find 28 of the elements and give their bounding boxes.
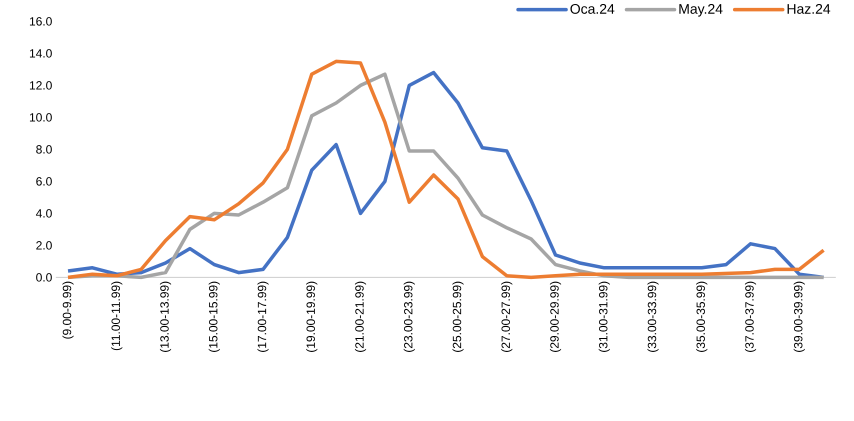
x-tick-label: (19.00-19.99) [306, 281, 318, 352]
y-tick-label: 2.0 [36, 240, 52, 250]
y-tick-label: 10.0 [30, 112, 52, 122]
legend-label: Haz.24 [788, 4, 830, 14]
x-tick-label: (31.00-31.99) [598, 281, 610, 352]
y-tick-label: 0.0 [36, 272, 52, 282]
x-tick-label: (37.00-37.99) [744, 281, 756, 352]
y-tick-label: 16.0 [30, 16, 52, 26]
y-tick-label: 6.0 [36, 176, 52, 186]
y-tick-label: 12.0 [30, 80, 52, 90]
x-tick-label: (21.00-21.99) [354, 281, 366, 352]
x-tick-label: (9.00-9.99) [62, 281, 74, 338]
x-tick-label: (35.00-35.99) [696, 281, 708, 352]
x-tick-label: (15.00-15.99) [208, 281, 220, 352]
x-tick-label: (11.00-11.99) [111, 281, 122, 350]
y-tick-label: 14.0 [30, 48, 52, 58]
x-tick-label: (27.00-27.99) [501, 281, 512, 352]
x-tick-label: (23.00-23.99) [404, 281, 415, 352]
y-tick-label: 8.0 [36, 144, 52, 154]
legend-label: Oca.24 [570, 4, 614, 14]
x-tick-label: (13.00-13.99) [160, 281, 172, 352]
y-tick-label: 4.0 [36, 208, 52, 218]
x-tick-label: (29.00-29.99) [550, 281, 562, 352]
x-tick-label: (33.00-33.99) [647, 281, 659, 352]
x-tick-label: (17.00-17.99) [257, 281, 269, 352]
x-tick-label: (39.00-39.99) [794, 281, 805, 352]
legend-label: May.24 [679, 4, 723, 16]
x-tick-label: (25.00-25.99) [452, 281, 464, 352]
